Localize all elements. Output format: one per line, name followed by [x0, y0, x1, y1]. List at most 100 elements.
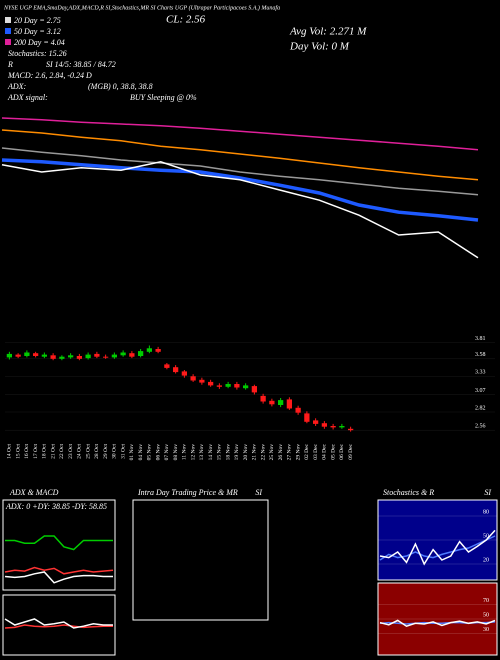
x-tick-label: 15 Oct: [15, 444, 21, 459]
macd-label: MACD: 2.6, 2.84, -0.24 D: [7, 71, 92, 80]
candle-body: [208, 381, 214, 386]
candle-body: [59, 356, 65, 359]
candle-body: [330, 426, 336, 428]
legend-swatch: [5, 39, 11, 45]
candle-body: [50, 355, 56, 359]
y-tick-label: 2.56: [475, 424, 486, 430]
legend-swatch: [5, 28, 11, 34]
y-tick-label: 3.33: [475, 370, 486, 376]
candle-body: [129, 353, 135, 357]
candle-body: [15, 354, 21, 357]
panel: [2, 499, 116, 591]
series-line: [4, 571, 113, 584]
close-label: CL: 2.56: [166, 14, 206, 26]
candle-body: [348, 428, 354, 431]
series-line: [1, 161, 479, 259]
x-tick-label: 03 Dec: [313, 443, 319, 459]
candle-body: [68, 355, 74, 358]
series-line: [1, 147, 479, 196]
candle-body: [260, 395, 266, 402]
x-tick-label: 06 Nov: [155, 444, 161, 461]
candle-body: [243, 385, 249, 389]
candle-body: [199, 379, 205, 383]
panel-title: ADX & MACD: [9, 488, 59, 497]
candle-body: [339, 426, 345, 428]
x-tick-label: 25 Nov: [269, 444, 275, 461]
candle-body: [85, 354, 91, 359]
series-line: [5, 535, 113, 551]
x-tick-label: 22 Nov: [260, 444, 266, 461]
x-tick-label: 15 Nov: [217, 444, 223, 461]
candle-body: [313, 420, 319, 424]
x-tick-label: 09 Dec: [348, 443, 354, 459]
panel: [377, 582, 498, 656]
x-tick-label: 31 Oct: [120, 444, 126, 459]
candle-body: [146, 348, 152, 352]
panel: [132, 499, 269, 621]
candle-body: [24, 352, 30, 356]
candle-body: [76, 356, 82, 359]
panel-title: Stochastics & R: [383, 488, 434, 497]
x-tick-label: 18 Nov: [225, 444, 231, 461]
y-tick-label: 30: [483, 627, 489, 633]
y-tick-label: 50: [483, 533, 489, 539]
candle-body: [155, 349, 161, 352]
panel-subtitle: SI: [484, 488, 491, 497]
panel-annotation: ADX: 0 +DY: 38.85 -DY: 58.85: [5, 502, 107, 511]
x-tick-label: 24 Oct: [77, 444, 83, 459]
x-tick-label: 11 Nov: [182, 444, 188, 460]
x-tick-label: 14 Nov: [208, 444, 214, 461]
r-label: R: [7, 60, 13, 69]
x-tick-label: 02 Dec: [304, 443, 310, 459]
series-line: [379, 535, 496, 561]
y-tick-label: 50: [483, 612, 489, 618]
y-tick-label: 3.81: [475, 336, 486, 342]
x-tick-label: 23 Oct: [68, 444, 74, 459]
x-tick-label: 18 Oct: [42, 444, 48, 459]
series-line: [379, 619, 496, 628]
candle-body: [41, 354, 47, 357]
x-tick-label: 04 Dec: [322, 443, 328, 459]
series-line: [1, 129, 479, 181]
series-line: [1, 117, 479, 151]
x-tick-label: 27 Nov: [287, 444, 293, 461]
candle-body: [234, 384, 240, 388]
panel: [377, 499, 498, 581]
x-tick-label: 05 Nov: [147, 444, 153, 461]
candle-body: [138, 351, 144, 356]
candle-body: [295, 407, 301, 413]
candle-body: [321, 423, 327, 427]
header-line: NYSE UGP EMA,SmaDay,ADX,MACD,R SI,Stocha…: [3, 4, 280, 11]
candle-body: [190, 376, 196, 381]
series-line: [379, 529, 496, 566]
x-tick-label: 30 Oct: [112, 444, 118, 459]
candle-body: [216, 385, 222, 387]
candle-body: [286, 399, 292, 409]
x-tick-label: 08 Nov: [173, 444, 179, 461]
candle-body: [225, 384, 231, 387]
x-tick-label: 21 Nov: [252, 444, 258, 461]
candle-body: [278, 400, 284, 405]
x-tick-label: 16 Oct: [24, 444, 30, 459]
x-tick-label: 07 Nov: [164, 444, 170, 461]
candle-body: [94, 353, 100, 357]
adx-values: (MGB) 0, 38.8, 38.8: [88, 82, 153, 91]
x-tick-label: 26 Nov: [278, 444, 284, 461]
adx-signal: BUY Sleeping @ 0%: [130, 93, 197, 102]
candle-body: [33, 353, 39, 356]
stochastics-label: Stochastics: 15.26: [8, 49, 67, 58]
candle-body: [269, 400, 275, 405]
ma50-label: 50 Day = 3.12: [14, 27, 61, 36]
x-tick-label: 06 Dec: [339, 443, 345, 459]
x-tick-label: 22 Oct: [59, 444, 65, 459]
ma20-label: 20 Day = 2.75: [14, 16, 61, 25]
avg-vol: Avg Vol: 2.271 M: [289, 26, 367, 38]
candle-body: [111, 354, 117, 358]
ma200-label: 200 Day = 4.04: [14, 38, 65, 47]
x-tick-label: 28 Oct: [94, 444, 100, 459]
adx-label: ADX:: [7, 82, 27, 91]
rsi-label: SI 14/5: 38.85 / 84.72: [46, 60, 116, 69]
x-tick-label: 21 Oct: [50, 444, 56, 459]
x-tick-label: 05 Dec: [330, 443, 336, 459]
